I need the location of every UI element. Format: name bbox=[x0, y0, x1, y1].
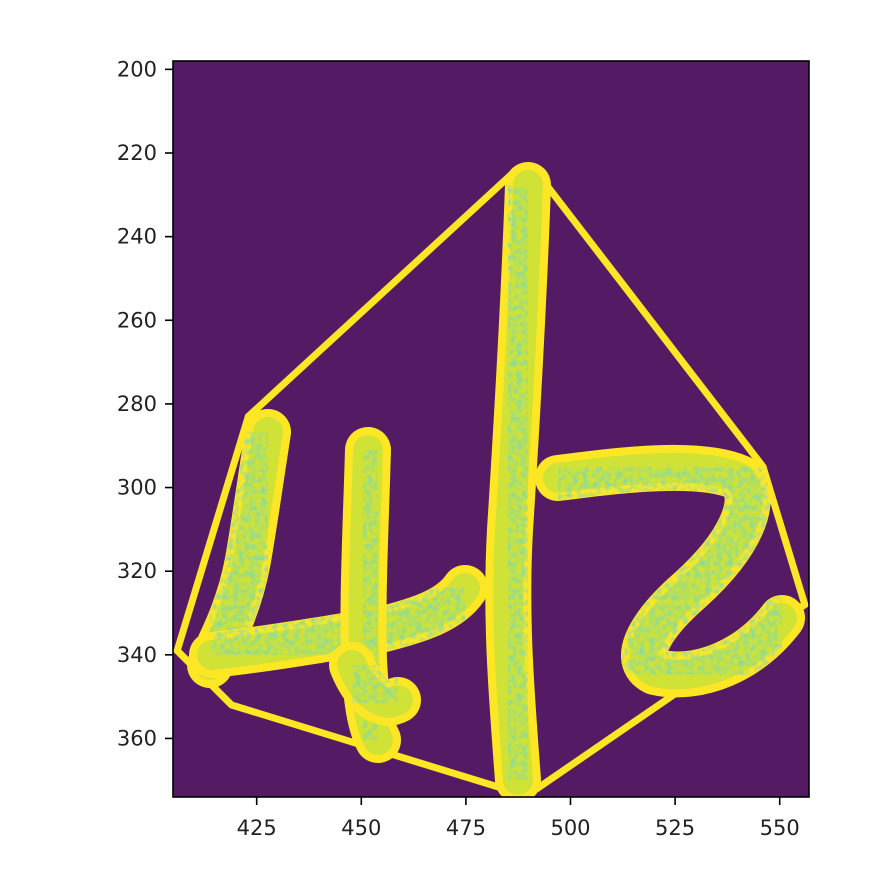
y-tick-label: 200 bbox=[117, 57, 157, 81]
handwriting-strokes bbox=[187, 162, 805, 797]
x-tick-label: 525 bbox=[655, 816, 695, 840]
x-axis: 425 450 475 500 525 550 bbox=[237, 797, 800, 840]
y-tick-label: 340 bbox=[117, 643, 157, 667]
y-tick-label: 220 bbox=[117, 141, 157, 165]
x-tick-label: 550 bbox=[760, 816, 800, 840]
divider-stroke-texture bbox=[486, 163, 550, 797]
y-tick-label: 320 bbox=[117, 559, 157, 583]
x-tick-label: 450 bbox=[341, 816, 381, 840]
x-tick-label: 475 bbox=[446, 816, 486, 840]
y-tick-label: 240 bbox=[117, 225, 157, 249]
y-tick-label: 300 bbox=[117, 476, 157, 500]
y-tick-label: 280 bbox=[117, 392, 157, 416]
y-tick-label: 260 bbox=[117, 308, 157, 332]
image-content bbox=[173, 162, 809, 797]
plot-frame bbox=[172, 60, 810, 798]
x-tick-label: 500 bbox=[550, 816, 590, 840]
y-axis: 200 220 240 260 280 300 320 340 360 bbox=[117, 57, 173, 750]
digit-4-join-stroke-texture bbox=[330, 643, 420, 725]
digit-2-stroke-texture bbox=[536, 445, 804, 697]
y-tick-label: 360 bbox=[117, 726, 157, 750]
x-tick-label: 425 bbox=[237, 816, 277, 840]
